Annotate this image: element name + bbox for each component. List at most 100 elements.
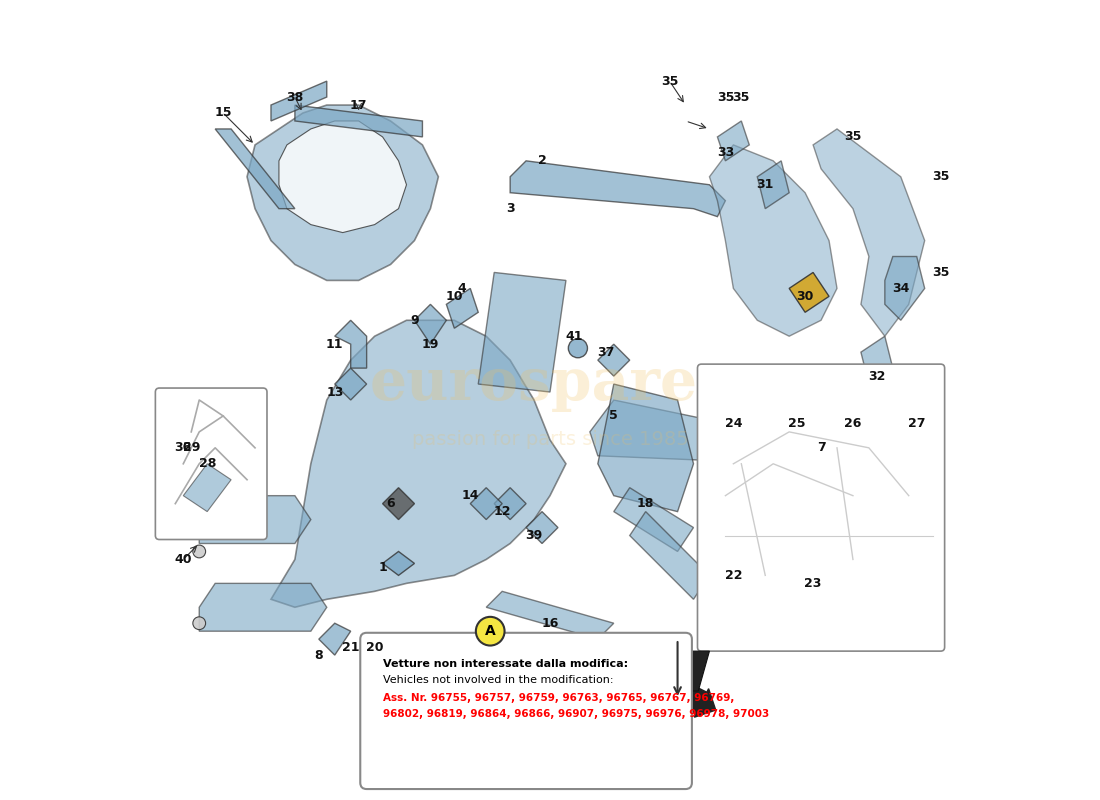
Text: 2: 2 (538, 154, 547, 167)
Polygon shape (383, 488, 415, 519)
Text: 11: 11 (326, 338, 343, 350)
Text: 35: 35 (717, 90, 734, 103)
Text: 15: 15 (214, 106, 232, 119)
Polygon shape (478, 273, 565, 392)
Text: 19: 19 (421, 338, 439, 350)
Text: 96802, 96819, 96864, 96866, 96907, 96975, 96976, 96978, 97003: 96802, 96819, 96864, 96866, 96907, 96975… (383, 709, 769, 718)
Polygon shape (334, 368, 366, 400)
Polygon shape (334, 320, 366, 368)
Text: 12: 12 (494, 505, 510, 518)
Text: 26: 26 (845, 418, 861, 430)
Polygon shape (271, 81, 327, 121)
Text: 35: 35 (661, 74, 679, 88)
Polygon shape (471, 488, 503, 519)
Polygon shape (184, 464, 231, 512)
Circle shape (569, 338, 587, 358)
Text: 39: 39 (526, 529, 542, 542)
Polygon shape (893, 432, 933, 480)
Text: 3: 3 (506, 202, 515, 215)
Text: 16: 16 (541, 617, 559, 630)
Text: 24: 24 (725, 418, 742, 430)
Polygon shape (279, 121, 407, 233)
Text: 14: 14 (462, 489, 478, 502)
Polygon shape (597, 344, 629, 376)
Polygon shape (717, 121, 749, 161)
Text: 32: 32 (868, 370, 886, 382)
Polygon shape (526, 512, 558, 543)
Text: 6: 6 (386, 497, 395, 510)
Polygon shape (295, 105, 422, 137)
Polygon shape (813, 129, 925, 336)
Circle shape (192, 617, 206, 630)
Text: eurospares: eurospares (370, 356, 730, 412)
Text: 36: 36 (175, 442, 191, 454)
Text: 29: 29 (183, 442, 200, 454)
Text: 27: 27 (908, 418, 925, 430)
Text: passion for parts since 1985: passion for parts since 1985 (411, 430, 689, 450)
Polygon shape (597, 384, 693, 512)
Text: 25: 25 (789, 418, 806, 430)
Text: 40: 40 (175, 553, 192, 566)
Text: Ass. Nr. 96755, 96757, 96759, 96763, 96765, 96767, 96769,: Ass. Nr. 96755, 96757, 96759, 96763, 967… (383, 693, 734, 702)
Polygon shape (248, 105, 439, 281)
Text: 34: 34 (892, 282, 910, 295)
Text: 9: 9 (410, 314, 419, 326)
Polygon shape (884, 257, 925, 320)
Text: 20: 20 (366, 641, 384, 654)
Polygon shape (629, 512, 710, 599)
Text: 23: 23 (804, 577, 822, 590)
Text: 22: 22 (725, 569, 742, 582)
Text: Vetture non interessate dalla modifica:: Vetture non interessate dalla modifica: (383, 659, 628, 669)
Text: 35: 35 (845, 130, 861, 143)
Text: 4: 4 (458, 282, 466, 295)
Text: 31: 31 (757, 178, 774, 191)
Text: A: A (485, 624, 496, 638)
Polygon shape (845, 424, 884, 472)
Polygon shape (861, 336, 893, 384)
Polygon shape (789, 273, 829, 312)
Text: 10: 10 (446, 290, 463, 303)
FancyArrow shape (632, 660, 716, 718)
Text: 8: 8 (315, 649, 323, 662)
FancyBboxPatch shape (361, 633, 692, 789)
Text: 17: 17 (350, 98, 367, 111)
Text: 35: 35 (733, 90, 750, 103)
Polygon shape (734, 424, 773, 472)
Polygon shape (717, 575, 766, 623)
Circle shape (476, 617, 505, 646)
Polygon shape (447, 288, 478, 328)
Polygon shape (710, 145, 837, 336)
Text: 28: 28 (198, 458, 216, 470)
Text: 21: 21 (342, 641, 360, 654)
Polygon shape (383, 551, 415, 575)
Circle shape (192, 545, 206, 558)
Polygon shape (199, 583, 327, 631)
Polygon shape (319, 623, 351, 655)
Polygon shape (614, 488, 693, 551)
Polygon shape (805, 567, 845, 615)
Polygon shape (494, 488, 526, 519)
Polygon shape (757, 161, 789, 209)
Text: 37: 37 (597, 346, 615, 358)
Polygon shape (639, 651, 710, 691)
Text: 35: 35 (932, 266, 949, 279)
Text: 35: 35 (932, 170, 949, 183)
Text: 7: 7 (816, 442, 825, 454)
Text: 13: 13 (326, 386, 343, 398)
Text: 1: 1 (378, 561, 387, 574)
Polygon shape (510, 161, 725, 217)
Text: Vehicles not involved in the modification:: Vehicles not involved in the modificatio… (383, 675, 613, 685)
FancyBboxPatch shape (155, 388, 267, 539)
Text: 30: 30 (796, 290, 814, 303)
Polygon shape (486, 591, 614, 639)
Polygon shape (710, 599, 766, 639)
Text: 18: 18 (637, 497, 654, 510)
FancyBboxPatch shape (697, 364, 945, 651)
Polygon shape (271, 320, 565, 607)
Polygon shape (877, 472, 925, 519)
Text: 5: 5 (609, 410, 618, 422)
Text: 33: 33 (717, 146, 734, 159)
Text: 41: 41 (565, 330, 583, 342)
Text: 38: 38 (286, 90, 304, 103)
Polygon shape (415, 304, 447, 344)
